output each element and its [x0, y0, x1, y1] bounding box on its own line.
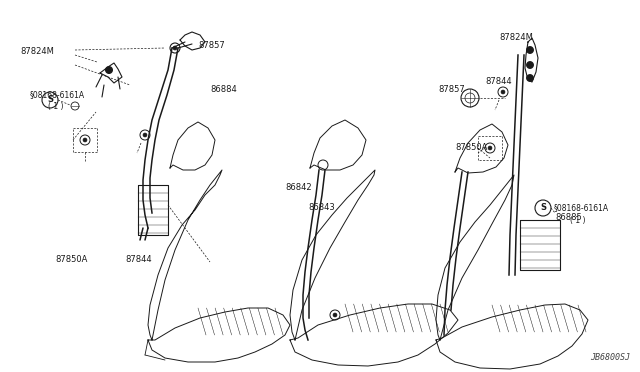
Text: JB6800SJ: JB6800SJ — [590, 353, 630, 362]
Text: 87824M: 87824M — [20, 48, 54, 57]
Circle shape — [83, 138, 87, 142]
Text: §08168-6161A: §08168-6161A — [30, 90, 85, 99]
Circle shape — [488, 146, 492, 150]
Text: 87824M: 87824M — [499, 33, 533, 42]
Text: §08168-6161A: §08168-6161A — [554, 203, 609, 212]
Circle shape — [501, 90, 505, 94]
Text: 87844: 87844 — [485, 77, 511, 87]
Circle shape — [106, 67, 113, 74]
Text: 87857: 87857 — [438, 86, 465, 94]
Text: 87857: 87857 — [198, 42, 225, 51]
Circle shape — [527, 61, 534, 68]
Text: S: S — [47, 96, 53, 105]
Text: 87850A: 87850A — [55, 256, 88, 264]
Circle shape — [333, 313, 337, 317]
Text: 86843: 86843 — [308, 203, 335, 212]
Circle shape — [527, 74, 534, 81]
Text: S: S — [540, 203, 546, 212]
Text: 87844: 87844 — [125, 256, 152, 264]
Text: ( 1 ): ( 1 ) — [570, 215, 586, 224]
Text: 87850A: 87850A — [455, 144, 488, 153]
Text: 86885: 86885 — [555, 214, 582, 222]
Text: ( 1 ): ( 1 ) — [48, 103, 63, 112]
Circle shape — [527, 46, 534, 54]
Circle shape — [173, 46, 177, 50]
Text: 86842: 86842 — [285, 183, 312, 192]
Text: 86884: 86884 — [210, 86, 237, 94]
Circle shape — [143, 133, 147, 137]
